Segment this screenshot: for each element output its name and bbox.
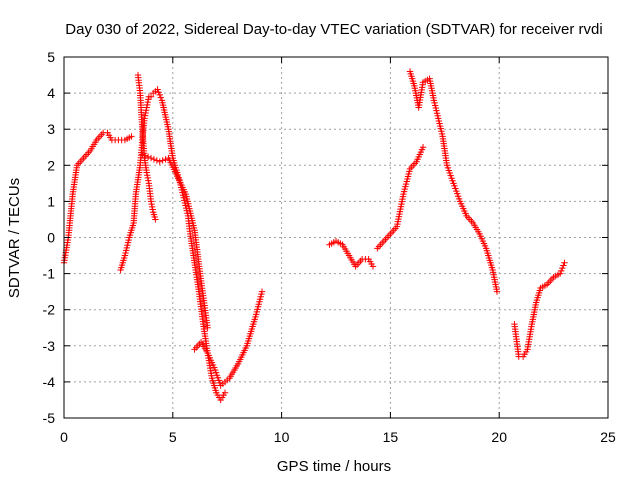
data-point-marker: [152, 216, 159, 223]
y-tick-label: 1: [47, 193, 55, 209]
data-point-marker: [145, 96, 152, 103]
data-point-marker: [143, 104, 150, 111]
chart-title: Day 030 of 2022, Sidereal Day-to-day VTE…: [65, 21, 602, 38]
data-point-marker: [139, 151, 146, 158]
data-point-marker: [558, 267, 565, 275]
series-arc-10: [511, 259, 568, 360]
data-point-marker: [561, 259, 568, 266]
data-point-marker: [204, 324, 211, 331]
data-point-marker: [162, 156, 169, 163]
data-point-marker: [142, 152, 149, 159]
data-point-marker: [556, 270, 564, 277]
y-tick-label: 4: [47, 85, 55, 101]
x-tick-label: 10: [274, 429, 290, 445]
series-arc-1: [60, 129, 135, 266]
y-axis-label: SDTVAR / TECUs: [6, 178, 23, 298]
data-point-marker: [142, 109, 149, 117]
data-point-marker: [147, 93, 155, 100]
data-point-marker: [144, 172, 151, 179]
axis-ticks: 0 5 10 15 20 25 -5 -4 -3 -2 -1 0 1 2 3 4 5: [43, 49, 616, 445]
data-point-marker: [148, 200, 155, 208]
data-point-marker: [153, 157, 161, 164]
x-tick-label: 5: [169, 429, 177, 445]
data-point-marker: [149, 206, 156, 213]
y-tick-label: -4: [43, 374, 56, 390]
data-point-marker: [493, 288, 501, 295]
data-point-marker: [157, 94, 165, 101]
data-point-marker: [145, 177, 152, 184]
data-point-marker: [156, 158, 163, 165]
data-point-marker: [144, 153, 152, 161]
x-tick-label: 20: [491, 429, 507, 445]
y-tick-label: 5: [47, 49, 55, 65]
data-point-marker: [560, 262, 567, 269]
y-tick-label: -2: [43, 302, 56, 318]
data-point-marker: [144, 174, 151, 182]
x-tick-label: 15: [383, 429, 399, 445]
x-tick-label: 25: [600, 429, 616, 445]
data-point-marker: [128, 133, 135, 140]
data-point-marker: [147, 154, 155, 162]
series-arc-9: [406, 68, 501, 295]
data-point-marker: [144, 98, 151, 106]
data-point-marker: [148, 203, 156, 211]
data-point-marker: [143, 169, 150, 176]
data-point-marker: [258, 288, 266, 295]
series-arc-3: [134, 71, 159, 223]
data-markers: [60, 68, 568, 404]
data-point-marker: [147, 198, 155, 205]
series-arc-8: [374, 144, 427, 252]
y-tick-label: 2: [47, 157, 55, 173]
data-point-marker: [221, 389, 229, 396]
data-point-marker: [156, 91, 163, 99]
y-tick-label: -3: [43, 338, 56, 354]
data-point-marker: [419, 144, 427, 151]
data-point-marker: [141, 115, 148, 122]
data-point-marker: [369, 263, 377, 270]
data-point-marker: [154, 86, 161, 93]
series-arc-7: [326, 237, 377, 270]
y-tick-label: -5: [43, 410, 56, 426]
series-arc-5: [150, 86, 229, 404]
data-point-marker: [150, 156, 158, 163]
data-point-marker: [141, 112, 149, 119]
x-tick-label: 0: [60, 429, 68, 445]
data-point-marker: [144, 101, 151, 109]
y-tick-label: -1: [43, 266, 56, 282]
x-axis-label: GPS time / hours: [277, 458, 391, 475]
y-tick-label: 3: [47, 121, 55, 137]
data-point-marker: [159, 157, 166, 164]
data-point-marker: [559, 264, 566, 272]
data-point-marker: [155, 88, 162, 96]
series-arc-6: [191, 288, 266, 389]
y-tick-label: 0: [47, 230, 55, 246]
grid-lines: [64, 57, 608, 418]
